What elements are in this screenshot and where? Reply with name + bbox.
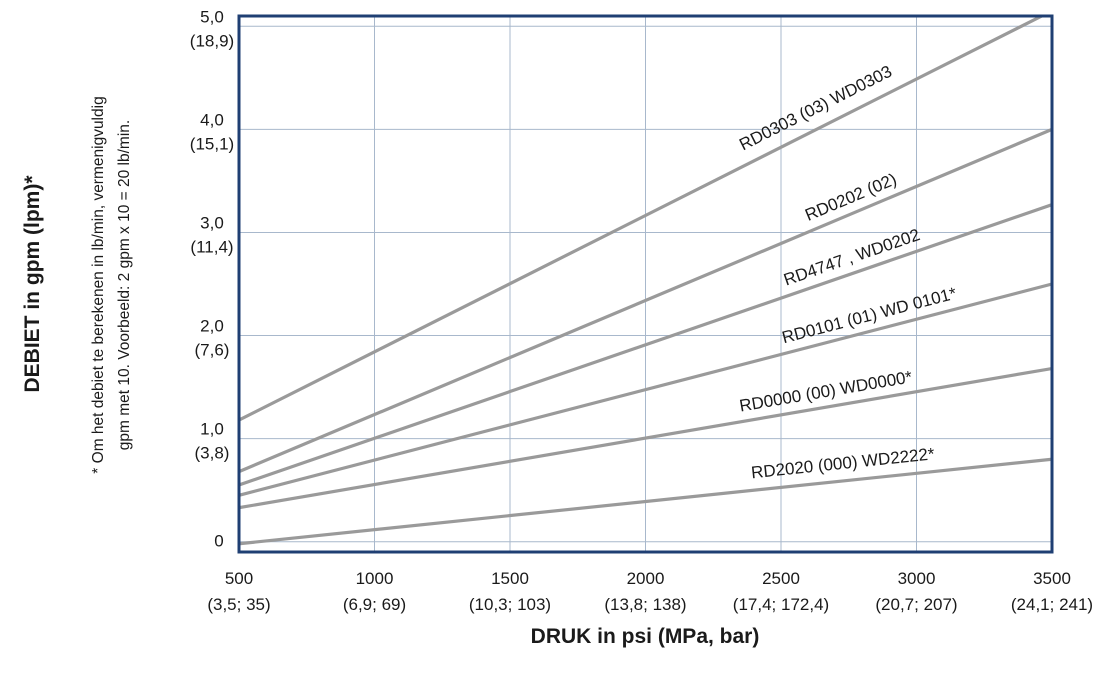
y-axis-title: DEBIET in gpm (lpm)* [21, 175, 44, 393]
x-tick-label-1: 1000 [356, 569, 394, 588]
y-tick-label-4: 4,0 [200, 110, 224, 129]
footnote-line-2: gpm met 10. Voorbeeld: 2 gpm x 10 = 20 l… [116, 120, 133, 450]
y-tick-label-0: 0 [214, 532, 223, 551]
x-tick-sublabel-2: (10,3; 103) [469, 595, 551, 614]
series-line-5 [239, 457, 1052, 546]
x-tick-label-6: 3500 [1033, 569, 1071, 588]
y-axis-ticks: 0 1,0 (3,8) 2,0 (7,6) 3,0 (11,4) 4,0 (15,1) 5,0 (1… [190, 7, 234, 550]
series-line-0 [239, 16, 1046, 422]
series-lines [239, 16, 1052, 546]
x-tick-label-4: 2500 [762, 569, 800, 588]
series-label-0: RD0303 (03) WD0303 [736, 62, 895, 155]
y-tick-sublabel-1: (3,8) [195, 444, 230, 463]
x-tick-sublabel-4: (17,4; 172,4) [733, 595, 829, 614]
y-tick-sublabel-3: (11,4) [190, 237, 233, 256]
y-tick-label-3: 3,0 [200, 213, 224, 232]
x-tick-sublabel-3: (13,8; 138) [604, 595, 686, 614]
x-tick-sublabel-1: (6,9; 69) [343, 595, 406, 614]
series-line-2 [239, 203, 1052, 487]
plot-frame [237, 14, 1054, 554]
footnote-line-1: * Om het debiet te berekenen in lb/min, … [90, 96, 107, 473]
series-label-1: RD0202 (02) [802, 170, 899, 225]
y-tick-sublabel-2: (7,6) [195, 341, 230, 360]
footnote: * Om het debiet te berekenen in lb/min, … [90, 96, 133, 473]
x-tick-sublabel-5: (20,7; 207) [875, 595, 957, 614]
x-axis-title: DRUK in psi (MPa, bar) [531, 625, 760, 648]
series-line-3 [239, 282, 1052, 497]
x-tick-label-0: 500 [225, 569, 253, 588]
x-tick-sublabel-0: (3,5; 35) [207, 595, 270, 614]
x-axis-ticks: 500 (3,5; 35) 1000 (6,9; 69) 1500 (10,3; 103)… [207, 569, 1093, 614]
y-tick-sublabel-5: (18,9) [190, 31, 234, 50]
x-tick-label-5: 3000 [898, 569, 936, 588]
series-label-5: RD2020 (000) WD2222* [750, 444, 936, 482]
series-line-1 [239, 127, 1052, 474]
y-tick-label-2: 2,0 [200, 317, 224, 336]
y-tick-sublabel-4: (15,1) [190, 134, 234, 153]
series-line-4 [239, 366, 1052, 510]
y-tick-label-5: 5,0 [200, 7, 224, 26]
x-tick-label-2: 1500 [491, 569, 529, 588]
x-tick-label-3: 2000 [627, 569, 665, 588]
y-tick-label-1: 1,0 [200, 420, 224, 439]
x-tick-sublabel-6: (24,1; 241) [1011, 595, 1093, 614]
